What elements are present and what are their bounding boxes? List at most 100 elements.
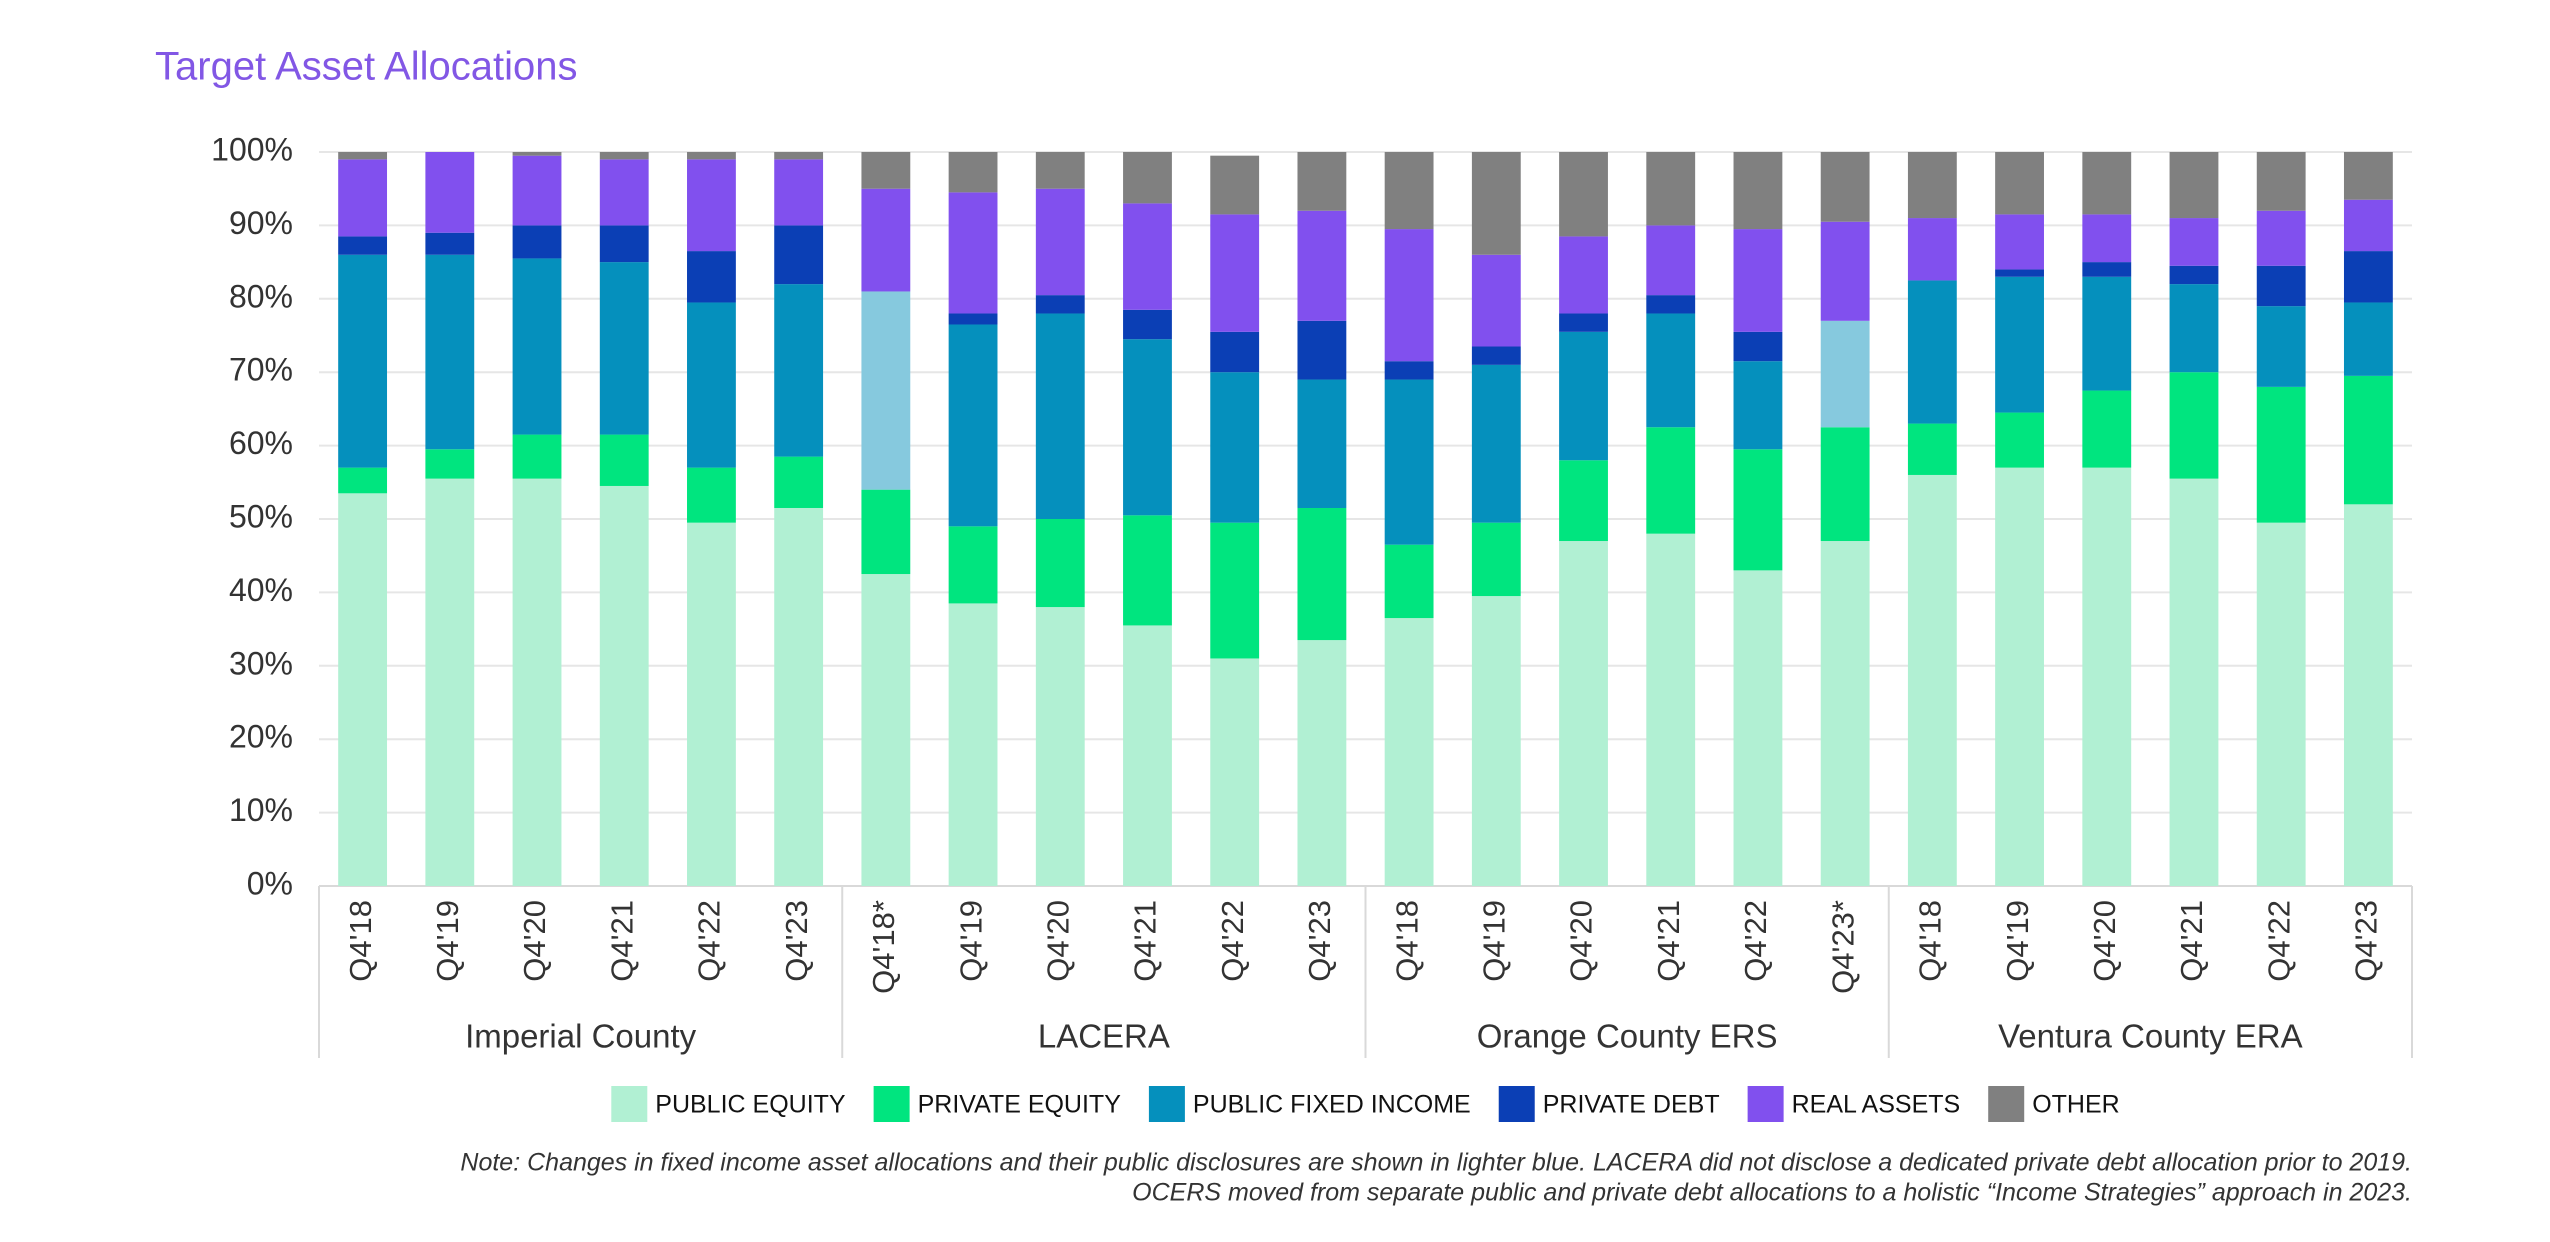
y-tick-label: 100% — [211, 131, 293, 167]
bar-segment — [2169, 265, 2219, 285]
bar-segment — [1559, 152, 1608, 237]
bar-segment — [1646, 427, 1696, 534]
bar-segment — [512, 258, 562, 435]
bar-segment — [1995, 214, 2044, 270]
legend-label: PUBLIC EQUITY — [655, 1091, 846, 1119]
bar-segment — [1210, 658, 1260, 886]
bar-segment — [425, 254, 475, 450]
chart-title: Target Asset Allocations — [155, 45, 577, 89]
bar-segment — [2343, 251, 2393, 303]
bar-segment — [774, 507, 824, 886]
bar-segment — [1820, 427, 1870, 542]
bar-segment — [2343, 302, 2393, 376]
bar-segment — [1123, 309, 1172, 340]
bar-segment — [338, 467, 388, 494]
bar-segment — [425, 478, 475, 886]
bar-segment — [1035, 313, 1085, 519]
bar-segment — [1035, 188, 1085, 296]
bar-segment — [512, 152, 562, 156]
bar-segment — [1907, 218, 1957, 281]
y-tick-label: 0% — [247, 865, 293, 901]
bar-segment — [1646, 533, 1696, 886]
x-tick-label: Q4'21 — [1128, 900, 1163, 982]
y-tick-label: 70% — [229, 352, 293, 388]
note: OCERS moved from separate public and pri… — [1132, 1179, 2412, 1207]
x-tick-label: Q4'22 — [2261, 900, 2296, 982]
bar-segment — [599, 152, 649, 160]
x-tick-label: Q4'21 — [2174, 900, 2209, 982]
legend-label: OTHER — [2032, 1091, 2120, 1119]
bar-segment — [687, 152, 736, 160]
legend-label: PRIVATE EQUITY — [918, 1091, 1122, 1119]
bar-segment — [425, 449, 475, 479]
bar-segment — [948, 526, 998, 604]
x-tick-label: Q4'18 — [343, 900, 378, 982]
bar-segment — [1559, 313, 1608, 332]
bar-segment — [2256, 522, 2306, 886]
bar-segment — [1123, 203, 1172, 310]
bar-segment — [948, 152, 998, 193]
bar-segment — [1733, 449, 1783, 571]
bar-segment — [687, 522, 736, 886]
x-tick-label: Q4'23 — [779, 900, 814, 982]
bar-segment — [1471, 152, 1521, 255]
bar-segment — [2343, 504, 2393, 886]
bar-segment — [2256, 152, 2306, 211]
x-tick-label: Q4'21 — [604, 900, 639, 982]
bar-segment — [1210, 522, 1260, 659]
bar-segment — [1384, 618, 1434, 886]
bar-segment — [948, 603, 998, 886]
bar-segment — [1035, 607, 1085, 886]
bar-segment — [1907, 280, 1957, 424]
bar-segment — [1123, 339, 1172, 516]
bar-segment — [338, 236, 388, 255]
bar-segment — [1384, 152, 1434, 230]
bar-segment — [1646, 295, 1696, 314]
y-tick-label: 80% — [229, 278, 293, 314]
x-tick-label: Q4'20 — [2087, 900, 2122, 982]
bar-segment — [1646, 225, 1696, 296]
bar-segment — [1471, 254, 1521, 347]
bar-segment — [861, 152, 911, 189]
bar-segment — [687, 251, 736, 303]
bar-segment — [2343, 375, 2393, 505]
x-tick-label: Q4'19 — [2000, 900, 2035, 982]
bar-segment — [1384, 229, 1434, 362]
bar-segment — [1210, 372, 1260, 523]
bar-segment — [1035, 519, 1085, 608]
bar-segment — [2082, 390, 2132, 468]
legend-swatch — [611, 1086, 648, 1122]
x-tick-label: Q4'23 — [2349, 900, 2384, 982]
bar-segment — [1297, 507, 1347, 641]
bar-segment — [1035, 295, 1085, 314]
bar-segment — [1123, 625, 1172, 886]
bar-segment — [2256, 210, 2306, 266]
bar-segment — [599, 159, 649, 226]
bar-segment — [1733, 361, 1783, 450]
bar-segment — [1559, 541, 1608, 886]
bar-segment — [338, 254, 388, 468]
bar-segment — [2082, 276, 2132, 391]
bar-segment — [1559, 331, 1608, 461]
bar-segment — [338, 159, 388, 237]
x-tick-label: Q4'22 — [692, 900, 727, 982]
bar-segment — [1907, 423, 1957, 475]
bar-segment — [512, 478, 562, 886]
bar-segment — [774, 225, 824, 285]
y-tick-label: 60% — [229, 425, 293, 461]
bar-segment — [687, 467, 736, 523]
group-label: Imperial County — [465, 1018, 697, 1055]
bar-segment — [1907, 152, 1957, 219]
x-tick-label: Q4'21 — [1651, 900, 1686, 982]
bar-segment — [1559, 236, 1608, 314]
bar-segment — [512, 225, 562, 259]
bar-segment — [2082, 262, 2132, 277]
bar-segment — [1820, 320, 1870, 428]
bar-segment — [1733, 331, 1783, 362]
x-tick-label: Q4'23 — [1302, 900, 1337, 982]
bar-segment — [1471, 346, 1521, 365]
bar-segment — [948, 324, 998, 527]
bar-segment — [1733, 570, 1783, 886]
bar-segment — [948, 192, 998, 314]
x-tick-label: Q4'20 — [1040, 900, 1075, 982]
